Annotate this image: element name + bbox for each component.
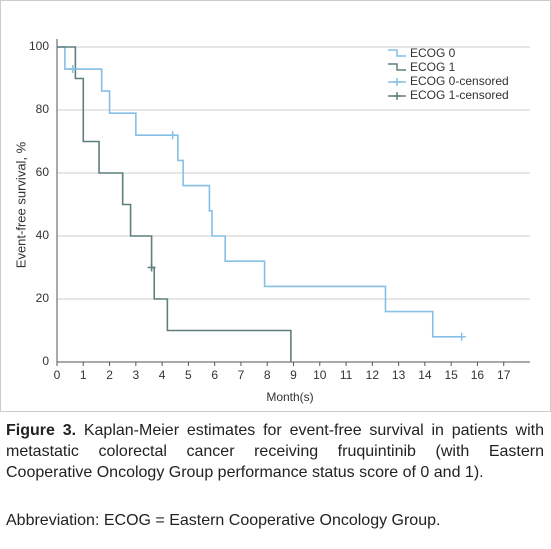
y-tick-label: 0 (42, 354, 49, 368)
legend-swatch (388, 49, 406, 57)
x-tick-label: 10 (313, 368, 327, 382)
censor-mark (457, 332, 466, 341)
x-tick-label: 15 (444, 368, 458, 382)
legend-label: ECOG 0 (410, 46, 456, 60)
y-tick-label: 60 (36, 165, 50, 179)
x-tick-label: 14 (418, 368, 432, 382)
survival-curve (57, 46, 292, 362)
x-tick-label: 9 (290, 368, 297, 382)
censor-mark (68, 65, 77, 74)
x-tick-label: 5 (185, 368, 192, 382)
censor-mark (147, 263, 156, 272)
frame (0, 0, 551, 412)
legend-swatch (393, 92, 401, 100)
caption-label: Figure 3. (6, 422, 77, 439)
chart: Month(s) Event-free survival, % 02040608… (0, 0, 551, 412)
x-tick-label: 17 (497, 368, 511, 382)
y-tick-label: 100 (29, 39, 49, 53)
censor-mark (168, 131, 177, 140)
caption-text: Kaplan-Meier estimates for event-free su… (6, 422, 544, 481)
x-tick-label: 7 (238, 368, 245, 382)
x-tick-label: 2 (106, 368, 113, 382)
x-tick-label: 0 (54, 368, 61, 382)
x-tick-label: 3 (132, 368, 139, 382)
y-tick-label: 80 (36, 102, 50, 116)
legend-label: ECOG 0-censored (410, 74, 509, 88)
legend-swatch (393, 78, 401, 86)
abbreviation: Abbreviation: ECOG = Eastern Cooperative… (6, 512, 441, 529)
legend-label: ECOG 1 (410, 60, 456, 74)
caption: Figure 3. Kaplan-Meier estimates for eve… (6, 420, 544, 483)
y-axis-label: Event-free survival, % (13, 141, 28, 268)
y-tick-label: 40 (36, 228, 50, 242)
x-tick-label: 12 (366, 368, 380, 382)
x-axis-label: Month(s) (266, 390, 313, 404)
x-tick-label: 6 (211, 368, 218, 382)
x-tick-label: 13 (392, 368, 406, 382)
y-tick-label: 20 (36, 291, 50, 305)
x-tick-label: 8 (264, 368, 271, 382)
legend-label: ECOG 1-censored (410, 88, 509, 102)
x-tick-label: 1 (80, 368, 87, 382)
x-tick-label: 16 (471, 368, 485, 382)
survival-curve (57, 46, 462, 338)
x-tick-label: 4 (159, 368, 166, 382)
legend-swatch (388, 63, 406, 71)
x-tick-label: 11 (340, 368, 353, 382)
